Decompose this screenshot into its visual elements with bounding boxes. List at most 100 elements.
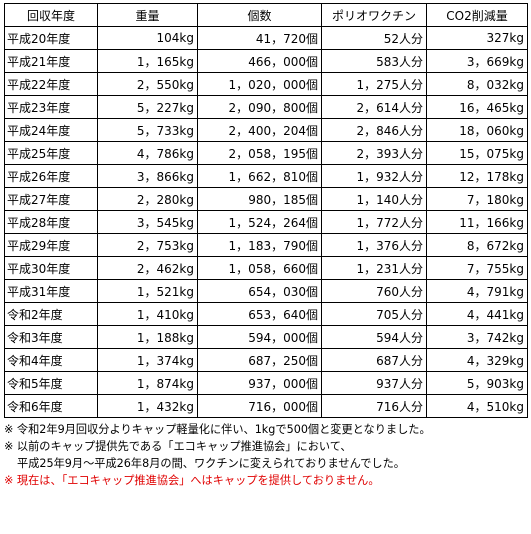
vaccine-cell: 1，376人分 (321, 233, 427, 257)
table-row: 平成30年度 2，462kg 1，058，660個 1，231人分 7，755kg (4, 256, 528, 280)
co2-cell: 4，791kg (426, 279, 528, 303)
year-cell: 令和2年度 (4, 302, 98, 326)
vaccine-cell: 937人分 (321, 371, 427, 395)
vaccine-cell: 705人分 (321, 302, 427, 326)
count-cell: 937，000個 (197, 371, 322, 395)
note-previous-provider-detail: 平成25年9月～平成26年8月の間、ワクチンに変えられておりませんでした。 (17, 457, 405, 470)
weight-cell: 1，432kg (97, 394, 198, 418)
co2-cell: 12，178kg (426, 164, 528, 188)
count-cell: 2，400，204個 (197, 118, 322, 142)
year-cell: 令和3年度 (4, 325, 98, 349)
table-row: 平成25年度 4，786kg 2，058，195個 2，393人分 15，075kg (4, 141, 528, 165)
table-row: 令和6年度 1，432kg 716，000個 716人分 4，510kg (4, 394, 528, 418)
note-previous-provider: ※ 以前のキャップ提供先である「エコキャップ推進協会」において、 (4, 440, 352, 453)
note-weight-change: ※ 令和2年9月回収分よりキャップ軽量化に伴い、1kgで500個と変更となりまし… (4, 423, 431, 436)
count-cell: 980，185個 (197, 187, 322, 211)
table-row: 平成20年度 104kg 41，720個 52人分 327kg (4, 26, 528, 50)
table-row: 令和4年度 1，374kg 687，250個 687人分 4，329kg (4, 348, 528, 372)
header-weight: 重量 (97, 3, 198, 27)
count-cell: 716，000個 (197, 394, 322, 418)
year-cell: 平成25年度 (4, 141, 98, 165)
vaccine-cell: 2，846人分 (321, 118, 427, 142)
table-header-row: 回収年度 重量 個数 ポリオワクチン CO2削減量 (4, 3, 528, 27)
cap-collection-table: 回収年度 重量 個数 ポリオワクチン CO2削減量 平成20年度 104kg 41，… (4, 3, 528, 418)
table-row: 平成23年度 5，227kg 2，090，800個 2，614人分 16，465kg (4, 95, 528, 119)
vaccine-cell: 687人分 (321, 348, 427, 372)
count-cell: 2，090，800個 (197, 95, 322, 119)
co2-cell: 4，329kg (426, 348, 528, 372)
count-cell: 1，058，660個 (197, 256, 322, 280)
vaccine-cell: 594人分 (321, 325, 427, 349)
co2-cell: 16，465kg (426, 95, 528, 119)
year-cell: 平成20年度 (4, 26, 98, 50)
weight-cell: 2，462kg (97, 256, 198, 280)
co2-cell: 4，510kg (426, 394, 528, 418)
count-cell: 1，020，000個 (197, 72, 322, 96)
vaccine-cell: 1，772人分 (321, 210, 427, 234)
weight-cell: 104kg (97, 26, 198, 50)
vaccine-cell: 583人分 (321, 49, 427, 73)
table-row: 平成24年度 5，733kg 2，400，204個 2，846人分 18，060kg (4, 118, 528, 142)
year-cell: 平成24年度 (4, 118, 98, 142)
co2-cell: 4，441kg (426, 302, 528, 326)
weight-cell: 1，374kg (97, 348, 198, 372)
count-cell: 1，183，790個 (197, 233, 322, 257)
year-cell: 平成28年度 (4, 210, 98, 234)
table-row: 令和2年度 1，410kg 653，640個 705人分 4，441kg (4, 302, 528, 326)
count-cell: 1，524，264個 (197, 210, 322, 234)
year-cell: 平成23年度 (4, 95, 98, 119)
co2-cell: 8，672kg (426, 233, 528, 257)
year-cell: 平成31年度 (4, 279, 98, 303)
co2-cell: 11，166kg (426, 210, 528, 234)
weight-cell: 2，280kg (97, 187, 198, 211)
header-polio-vaccine: ポリオワクチン (321, 3, 427, 27)
year-cell: 平成29年度 (4, 233, 98, 257)
weight-cell: 1，188kg (97, 325, 198, 349)
co2-cell: 7，755kg (426, 256, 528, 280)
notes: ※ 令和2年9月回収分よりキャップ軽量化に伴い、1kgで500個と変更となりまし… (4, 421, 527, 489)
weight-cell: 2，753kg (97, 233, 198, 257)
count-cell: 653，640個 (197, 302, 322, 326)
year-cell: 平成27年度 (4, 187, 98, 211)
year-cell: 令和5年度 (4, 371, 98, 395)
co2-cell: 327kg (426, 26, 528, 50)
year-cell: 平成22年度 (4, 72, 98, 96)
table-row: 平成29年度 2，753kg 1，183，790個 1，376人分 8，672kg (4, 233, 528, 257)
weight-cell: 3，866kg (97, 164, 198, 188)
year-cell: 平成26年度 (4, 164, 98, 188)
table-row: 平成22年度 2，550kg 1，020，000個 1，275人分 8，032kg (4, 72, 528, 96)
vaccine-cell: 716人分 (321, 394, 427, 418)
table-row: 平成26年度 3，866kg 1，662，810個 1，932人分 12，178kg (4, 164, 528, 188)
vaccine-cell: 1，231人分 (321, 256, 427, 280)
count-cell: 654，030個 (197, 279, 322, 303)
vaccine-cell: 1，932人分 (321, 164, 427, 188)
vaccine-cell: 2，393人分 (321, 141, 427, 165)
co2-cell: 3，742kg (426, 325, 528, 349)
co2-cell: 18，060kg (426, 118, 528, 142)
year-cell: 平成21年度 (4, 49, 98, 73)
table-row: 平成28年度 3，545kg 1，524，264個 1，772人分 11，166kg (4, 210, 528, 234)
weight-cell: 1，410kg (97, 302, 198, 326)
count-cell: 1，662，810個 (197, 164, 322, 188)
co2-cell: 15，075kg (426, 141, 528, 165)
co2-cell: 7，180kg (426, 187, 528, 211)
count-cell: 466，000個 (197, 49, 322, 73)
count-cell: 2，058，195個 (197, 141, 322, 165)
vaccine-cell: 2，614人分 (321, 95, 427, 119)
header-count: 個数 (197, 3, 322, 27)
weight-cell: 2，550kg (97, 72, 198, 96)
table-row: 平成21年度 1，165kg 466，000個 583人分 3，669kg (4, 49, 528, 73)
weight-cell: 1，521kg (97, 279, 198, 303)
year-cell: 令和6年度 (4, 394, 98, 418)
table-row: 平成31年度 1，521kg 654，030個 760人分 4，791kg (4, 279, 528, 303)
vaccine-cell: 1，140人分 (321, 187, 427, 211)
recycling-report: 回収年度 重量 個数 ポリオワクチン CO2削減量 平成20年度 104kg 41，… (4, 3, 528, 489)
weight-cell: 1，874kg (97, 371, 198, 395)
vaccine-cell: 760人分 (321, 279, 427, 303)
table-row: 令和5年度 1，874kg 937，000個 937人分 5，903kg (4, 371, 528, 395)
table-row: 令和3年度 1，188kg 594，000個 594人分 3，742kg (4, 325, 528, 349)
count-cell: 594，000個 (197, 325, 322, 349)
year-cell: 令和4年度 (4, 348, 98, 372)
co2-cell: 8，032kg (426, 72, 528, 96)
weight-cell: 5，227kg (97, 95, 198, 119)
